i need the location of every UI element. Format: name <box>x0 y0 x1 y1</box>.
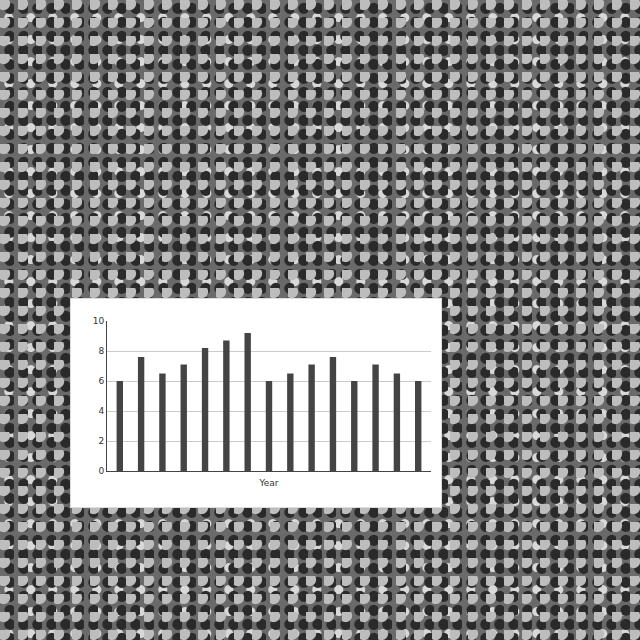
svg-text:2: 2 <box>98 436 104 446</box>
svg-text:6: 6 <box>98 376 104 386</box>
svg-text:0: 0 <box>98 466 104 476</box>
svg-text:4: 4 <box>98 406 104 416</box>
svg-text:8: 8 <box>98 346 104 356</box>
svg-text:Year: Year <box>258 478 278 488</box>
svg-text:10: 10 <box>93 316 105 326</box>
